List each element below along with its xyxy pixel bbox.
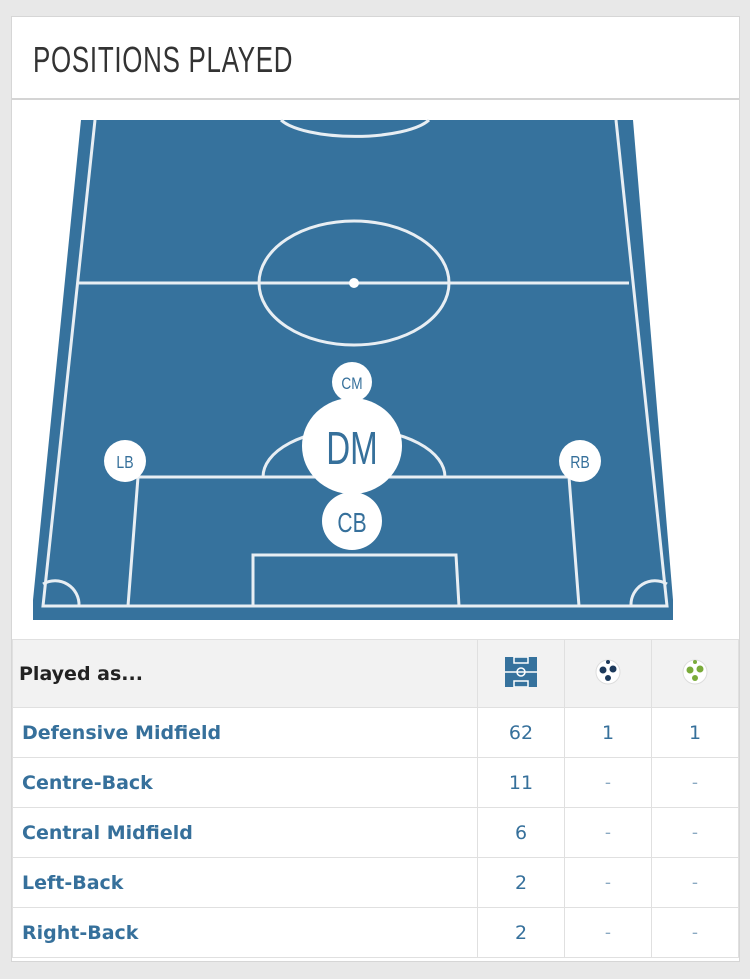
table-row: Defensive Midfield 62 1 1 xyxy=(12,707,739,758)
goals-cell: - xyxy=(564,907,652,958)
positions-table: Played as... xyxy=(12,639,739,958)
position-link[interactable]: Right-Back xyxy=(12,907,478,958)
appearances-cell: 11 xyxy=(477,757,565,808)
green-ball-icon xyxy=(682,659,708,684)
position-link[interactable]: Central Midfield xyxy=(12,807,478,858)
ball-icon xyxy=(595,659,621,684)
appearances-header[interactable] xyxy=(477,639,565,708)
assists-cell: 1 xyxy=(651,707,739,758)
position-cm[interactable]: CM xyxy=(332,362,372,402)
appearances-cell: 6 xyxy=(477,807,565,858)
assists-cell: - xyxy=(651,757,739,808)
assists-cell: - xyxy=(651,907,739,958)
position-label: LB xyxy=(116,452,133,472)
goals-header[interactable] xyxy=(564,639,652,708)
position-label: RB xyxy=(570,452,589,472)
card-title: POSITIONS PLAYED xyxy=(33,39,294,80)
table-row: Right-Back 2- - xyxy=(12,907,739,958)
position-label: CM xyxy=(341,375,362,394)
position-link[interactable]: Left-Back xyxy=(12,857,478,908)
position-lb[interactable]: LB xyxy=(104,440,146,482)
played-as-header: Played as... xyxy=(12,639,478,708)
position-rb[interactable]: RB xyxy=(559,440,601,482)
pitch-icon xyxy=(505,655,537,688)
goals-cell: - xyxy=(564,807,652,858)
assists-cell: - xyxy=(651,807,739,858)
appearances-cell: 2 xyxy=(477,907,565,958)
table-row: Central Midfield 6- - xyxy=(12,807,739,858)
appearances-cell: 2 xyxy=(477,857,565,908)
assists-cell: - xyxy=(651,857,739,908)
position-cb[interactable]: CB xyxy=(322,492,382,550)
goals-cell: - xyxy=(564,857,652,908)
pitch-diagram: CM CB DM LB RB xyxy=(33,118,673,620)
position-dm[interactable]: DM xyxy=(302,398,402,494)
card-header: POSITIONS PLAYED xyxy=(12,17,739,100)
position-link[interactable]: Centre-Back xyxy=(12,757,478,808)
position-label: CB xyxy=(337,508,366,539)
table-row: Centre-Back 11- - xyxy=(12,757,739,808)
position-link[interactable]: Defensive Midfield xyxy=(12,707,478,758)
positions-played-card: POSITIONS PLAYED CM CB DM xyxy=(11,16,740,962)
position-label: DM xyxy=(326,424,378,474)
assists-header[interactable] xyxy=(651,639,739,708)
appearances-cell: 62 xyxy=(477,707,565,758)
goals-cell: 1 xyxy=(564,707,652,758)
table-row: Left-Back 2- - xyxy=(12,857,739,908)
table-header-row: Played as... xyxy=(12,639,739,708)
goals-cell: - xyxy=(564,757,652,808)
